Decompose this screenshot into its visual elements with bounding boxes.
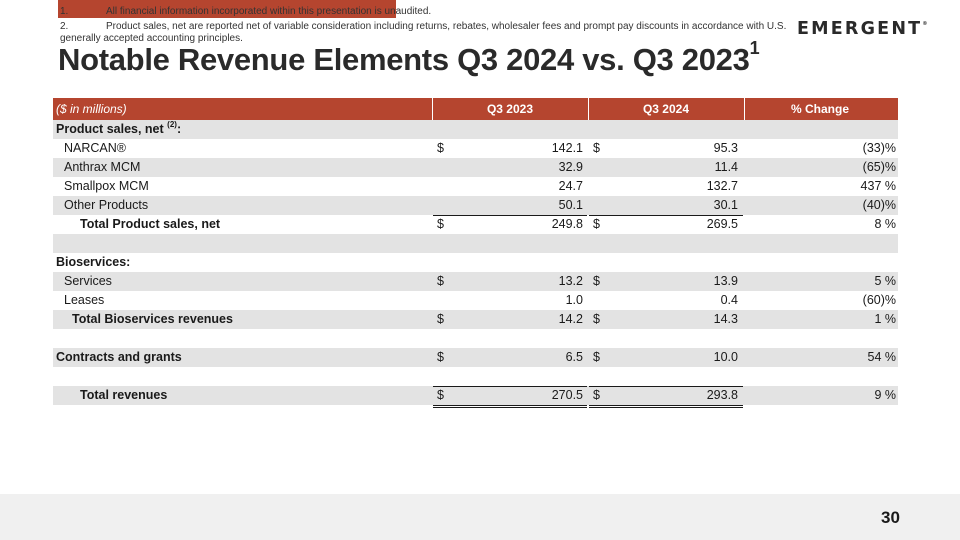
table-row-other-products: Other Products 50.1 30.1 (40)% xyxy=(53,196,898,215)
section-row-bioservices: Bioservices: xyxy=(56,255,131,269)
revenue-table: ($ in millions) Q3 2023 Q3 2024 % Change… xyxy=(53,98,898,408)
table-row-total-revenues: Total revenues $ 270.5 $ 293.8 9 % xyxy=(53,386,898,408)
slide-title: Notable Revenue Elements Q3 2024 vs. Q3 … xyxy=(58,38,760,77)
page-number: 30 xyxy=(881,508,900,527)
table-header-row: ($ in millions) Q3 2023 Q3 2024 % Change xyxy=(53,98,898,120)
column-header-q3-2023: Q3 2023 xyxy=(486,102,534,116)
footnotes-area xyxy=(0,494,960,540)
table-spacer-row xyxy=(53,367,898,386)
table-spacer-row xyxy=(53,329,898,348)
table-row-total-bioservices: Total Bioservices revenues $ 14.2 $ 14.3… xyxy=(53,310,898,329)
unit-label: ($ in millions) xyxy=(56,102,127,116)
column-header-q3-2024: Q3 2024 xyxy=(642,102,690,116)
section-row-product-sales: Product sales, net (2): xyxy=(53,120,898,139)
column-header-pct-change: % Change xyxy=(790,102,849,116)
table-row-total-product-sales: Total Product sales, net $ 249.8 $ 269.5… xyxy=(80,215,896,231)
table-spacer-row xyxy=(53,234,898,253)
table-row-anthrax-mcm: Anthrax MCM 32.9 11.4 (65)% xyxy=(53,158,898,177)
table-row-smallpox-mcm: Smallpox MCM 24.7 132.7 437 % xyxy=(64,179,896,193)
table-row-services: Services $ 13.2 $ 13.9 5 % xyxy=(53,272,898,291)
footnote-2-continuation: generally accepted accounting principles… xyxy=(60,33,243,44)
table-row-contracts-grants: Contracts and grants $ 6.5 $ 10.0 54 % xyxy=(53,348,898,367)
emergent-logo: EMERGENT® xyxy=(797,19,928,39)
table-row-narcan: NARCAN® $ 142.1 $ 95.3 (33)% xyxy=(64,141,896,155)
title-footnote-marker: 1 xyxy=(749,38,760,58)
table-row-leases: Leases 1.0 0.4 (60)% xyxy=(64,293,896,307)
top-accent-bar xyxy=(58,0,396,18)
